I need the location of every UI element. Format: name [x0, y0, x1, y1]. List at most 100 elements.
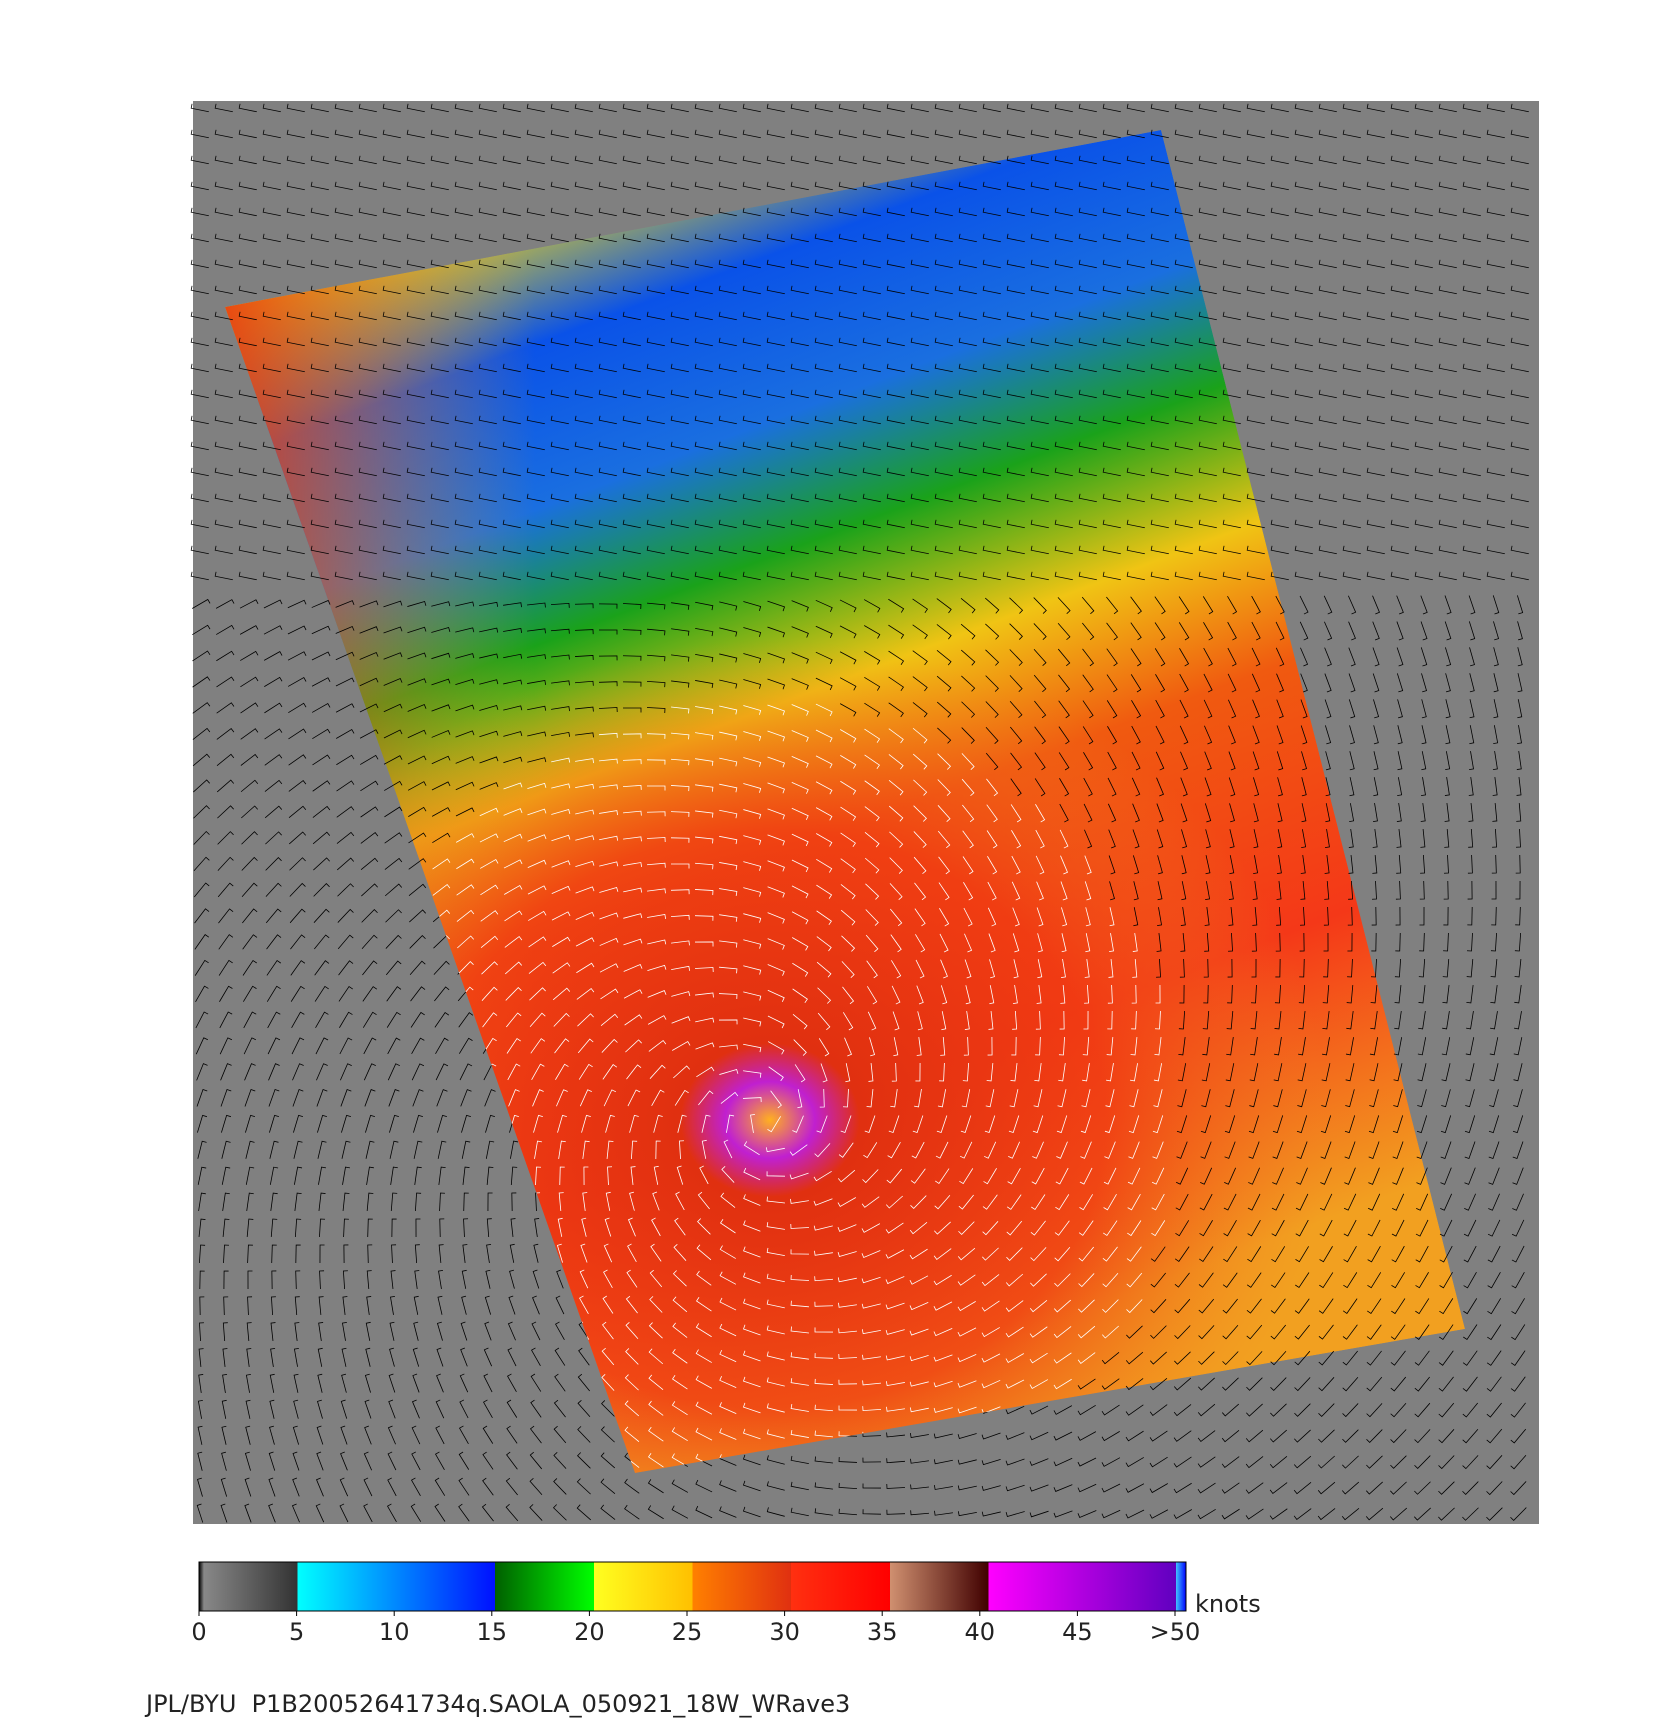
barb — [1006, 259, 1025, 269]
barb — [317, 1140, 327, 1159]
barb — [1318, 389, 1337, 399]
barb — [551, 731, 571, 737]
barb — [1414, 155, 1433, 165]
barb — [646, 837, 666, 843]
barb — [646, 415, 665, 425]
barb — [532, 1295, 540, 1315]
barb — [1149, 1483, 1168, 1494]
barb — [334, 389, 353, 399]
barb — [1198, 155, 1217, 165]
barb — [1417, 1037, 1427, 1056]
barb — [406, 493, 425, 503]
barb — [1490, 932, 1497, 952]
barb — [551, 706, 570, 712]
barb — [1414, 519, 1433, 529]
barb — [214, 415, 233, 425]
barb — [646, 545, 665, 555]
barb — [1205, 855, 1211, 875]
barb — [1029, 1484, 1049, 1492]
barb — [318, 1296, 324, 1315]
barb — [912, 727, 928, 744]
barb — [334, 337, 353, 347]
barb — [1173, 1456, 1192, 1468]
barb — [1246, 311, 1265, 321]
barb — [1366, 493, 1385, 503]
barb — [478, 415, 497, 425]
barb — [479, 833, 499, 843]
barb — [958, 363, 977, 373]
barb — [358, 467, 377, 477]
barb — [888, 728, 904, 744]
barb — [1442, 958, 1450, 978]
barb — [646, 155, 665, 165]
barb — [910, 493, 929, 503]
barb — [886, 363, 905, 373]
barb — [646, 862, 666, 868]
barb — [316, 1063, 328, 1081]
barb — [1277, 803, 1283, 823]
barb — [862, 571, 881, 581]
barb — [958, 467, 977, 477]
barb — [816, 936, 832, 952]
barb — [458, 1503, 470, 1522]
barb — [1390, 337, 1409, 347]
barb — [1275, 621, 1285, 641]
barb — [1197, 1482, 1216, 1494]
barb — [933, 1484, 953, 1490]
barb — [1006, 467, 1025, 477]
barb — [478, 389, 497, 399]
barb — [743, 913, 762, 923]
barb — [574, 571, 593, 581]
barb — [982, 467, 1001, 477]
barb — [310, 155, 329, 165]
barb — [719, 783, 738, 793]
barb — [502, 415, 521, 425]
barb — [387, 1063, 401, 1081]
barb — [194, 934, 210, 950]
barb — [1294, 181, 1313, 191]
barb — [1275, 932, 1281, 952]
barb — [358, 337, 377, 347]
barb — [1006, 389, 1025, 399]
barb — [269, 1140, 279, 1159]
barb — [1130, 622, 1142, 641]
barb — [265, 882, 282, 897]
barb — [267, 1011, 281, 1029]
barb — [293, 1140, 303, 1159]
barb — [482, 1451, 494, 1470]
barb — [1486, 519, 1505, 529]
barb — [1077, 1457, 1097, 1467]
barb — [718, 519, 737, 529]
barb — [1324, 880, 1330, 900]
barb — [1438, 1429, 1455, 1444]
barb — [271, 1244, 277, 1264]
barb — [1420, 777, 1426, 797]
barb — [790, 337, 809, 347]
barb — [1395, 880, 1401, 900]
barb — [238, 571, 257, 581]
barb — [1054, 441, 1073, 451]
barb — [1006, 285, 1025, 295]
barb — [718, 571, 737, 581]
barb — [1198, 545, 1217, 555]
barb — [481, 961, 498, 975]
barb — [1300, 855, 1306, 874]
barb — [1029, 1431, 1049, 1441]
barb — [382, 311, 401, 321]
barb — [1106, 674, 1118, 693]
barb — [1102, 441, 1121, 451]
barb — [262, 285, 281, 295]
barb — [719, 966, 738, 974]
barb — [695, 784, 714, 792]
barb — [1174, 519, 1193, 529]
barb — [528, 961, 547, 974]
barb — [575, 758, 594, 764]
barb — [1511, 1298, 1525, 1315]
barb — [1005, 1458, 1025, 1466]
barb — [382, 337, 401, 347]
barb — [1491, 906, 1497, 926]
barb — [1366, 363, 1385, 373]
barb — [526, 441, 545, 451]
barb — [886, 1458, 906, 1464]
barb — [1246, 545, 1265, 555]
